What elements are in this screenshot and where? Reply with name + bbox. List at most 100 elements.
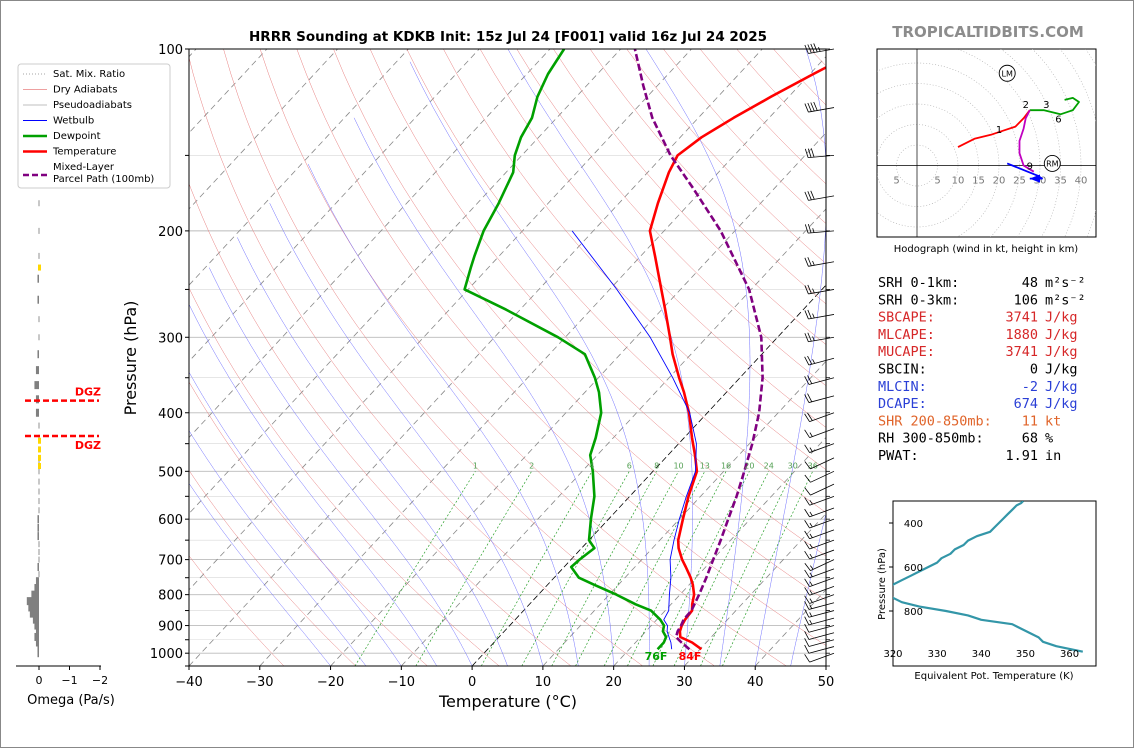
pseudoadiabat [269, 203, 544, 666]
sounding-stats: SRH 0-1km: 48 m²s⁻² SRH 0-3km: 106 m²s⁻² SBCAP… [878, 275, 1086, 464]
barb-staff [808, 602, 835, 610]
wind-barb [804, 616, 835, 626]
pseudoadiabat [189, 303, 437, 666]
barb-full [804, 541, 810, 550]
stat-value: -2 [1022, 379, 1038, 395]
thetae-content [893, 501, 1084, 653]
thetae-xtick-label: 360 [1060, 649, 1079, 660]
barb-full [804, 623, 810, 633]
omega-bar [34, 381, 39, 390]
barb-half [812, 260, 815, 266]
omega-bar [34, 621, 39, 630]
skewt-xlabel: Temperature (°C) [438, 692, 577, 711]
omega-bar [38, 334, 40, 341]
omega-bar [37, 515, 39, 524]
legend-label: Sat. Mix. Ratio [53, 69, 125, 80]
dry-adiabat [259, 49, 787, 666]
barb-staff [810, 559, 835, 571]
barb-half [810, 565, 814, 570]
stat-value: 674 [1014, 396, 1038, 412]
mixing-ratio-line [722, 471, 814, 666]
wind-barb [804, 148, 835, 159]
ytick-label: 500 [158, 465, 183, 480]
series-dewpoint [463, 49, 668, 651]
stat-row: SRH 0-3km: 106 m²s⁻² [878, 292, 1086, 308]
mixing-ratio-label: 8 [654, 461, 659, 470]
barb-full [813, 101, 818, 111]
omega-bar [35, 395, 39, 404]
barb-full [804, 413, 810, 422]
mixing-ratio-line [575, 471, 679, 666]
barb-full [804, 654, 810, 663]
barb-staff [808, 48, 835, 54]
xtick-label: −30 [246, 675, 273, 690]
barb-full [807, 393, 813, 402]
skewt-series [463, 49, 826, 651]
omega-xtick-label: 0 [36, 674, 43, 687]
ytick-label: 300 [158, 331, 183, 346]
wind-barb [804, 652, 835, 663]
hodograph-trace [957, 109, 1031, 148]
thetae-ytick-label: 800 [904, 607, 923, 618]
mixing-ratio-label: 36 [808, 461, 818, 470]
barb-full [810, 190, 815, 200]
omega-bar [38, 468, 40, 475]
ytick-label: 200 [158, 225, 183, 240]
omega-bar [38, 200, 40, 207]
stat-row: PWAT: 1.91 in [878, 448, 1061, 464]
mixing-ratio-label: 1 [473, 461, 478, 470]
mixing-ratio-label: 10 [673, 461, 683, 470]
dry-adiabat [189, 469, 356, 666]
omega-bar [38, 422, 40, 429]
omega-bar [28, 603, 39, 612]
isotherm [613, 436, 826, 666]
stat-label: SBCAPE: [878, 310, 935, 326]
surface-dewpoint-label: 76F [645, 650, 668, 663]
barb-full [807, 375, 813, 384]
dry-adiabat [189, 381, 428, 666]
barb-full [804, 530, 810, 539]
isotherm [330, 132, 826, 666]
omega-bar [37, 350, 39, 359]
barb-staff [808, 107, 835, 113]
omega-bar [31, 590, 39, 599]
barb-half [812, 288, 815, 294]
hodograph-ring-label: 10 [952, 176, 965, 187]
barb-staff [809, 577, 835, 587]
stat-value: 11 [1022, 413, 1038, 429]
barb-staff [809, 568, 835, 579]
omega-xtick-label: −1 [61, 674, 77, 687]
barb-full [804, 563, 811, 571]
wind-barb [804, 101, 835, 113]
ytick-label: 600 [158, 513, 183, 528]
hodograph-km-label: 2 [1023, 100, 1029, 111]
pseudoadiabat [353, 117, 614, 666]
omega-bar [38, 571, 40, 578]
thetae-panel: 320 330 340 350 360 400 600 800 [883, 500, 1097, 667]
barb-full [804, 638, 810, 647]
stat-unit: J/kg [1045, 327, 1078, 343]
mixing-ratio-label: 24 [764, 461, 774, 470]
hodograph-title: Hodograph (wind in kt, height in km) [894, 244, 1079, 255]
stat-unit: kt [1045, 413, 1061, 429]
mixing-ratio-line [627, 471, 727, 666]
barb-half [809, 511, 813, 517]
barb-half [809, 447, 813, 452]
legend-label: Dewpoint [53, 131, 101, 142]
dgz-label: DGZ [75, 439, 101, 452]
hodograph-trace [1018, 109, 1035, 173]
hodograph-panel: 551015202530354012369LMRM [876, 48, 1097, 238]
isotherm [189, 49, 480, 362]
hodograph-ring-label: 5 [893, 176, 899, 187]
stat-value: 3741 [1005, 310, 1038, 326]
omega-bar [38, 488, 40, 495]
mixing-ratio-line [415, 471, 532, 666]
mixing-ratio-line [673, 471, 770, 666]
legend-label: Dry Adiabats [53, 85, 117, 96]
wind-barb [804, 507, 835, 518]
stat-unit: in [1045, 448, 1061, 464]
barb-half [809, 533, 813, 538]
ytick-label: 900 [158, 620, 183, 635]
stat-label: MLCAPE: [878, 327, 935, 343]
ytick-label: 700 [158, 554, 183, 569]
